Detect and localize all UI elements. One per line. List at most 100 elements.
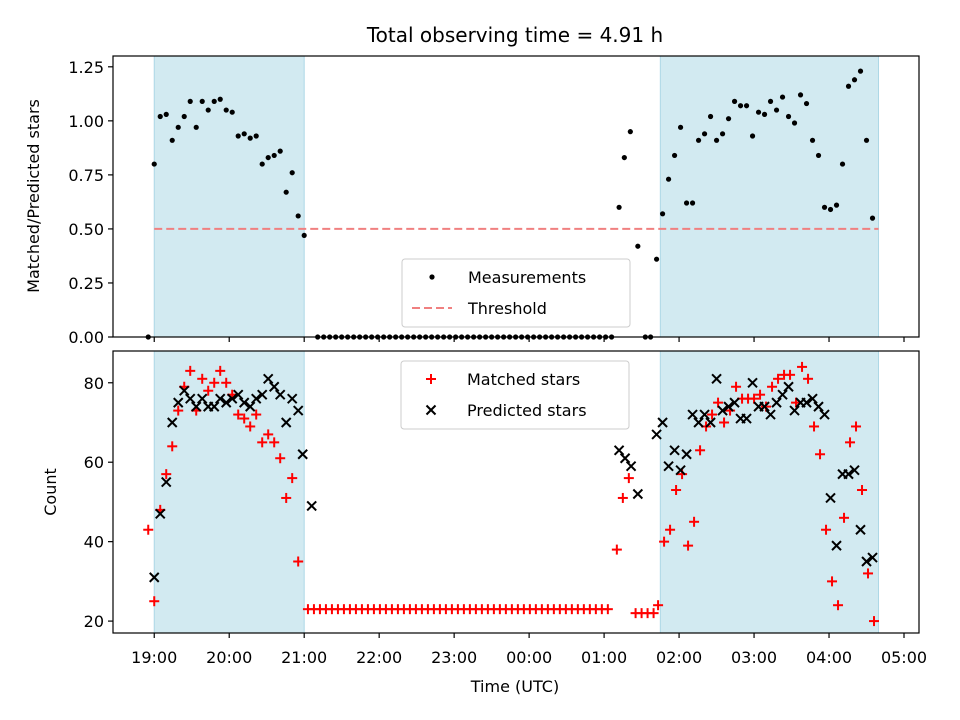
predicted-stars-point-41 xyxy=(711,373,722,385)
predicted-stars-point-64 xyxy=(849,464,860,476)
predicted-stars-point-54 xyxy=(789,405,800,416)
matched-stars-point-93 xyxy=(707,409,718,420)
measurements-point-9 xyxy=(199,98,205,104)
matched-stars-point-118 xyxy=(857,485,868,496)
predicted-stars-point-46 xyxy=(741,413,752,424)
matched-stars-point-18 xyxy=(251,409,262,420)
measurements-point-98 xyxy=(743,103,750,109)
predicted-stars-point-1 xyxy=(155,508,166,520)
matched-stars-point-100 xyxy=(749,393,760,404)
predicted-stars-point-27 xyxy=(613,445,625,456)
predicted-stars-point-16 xyxy=(245,401,256,412)
x-tick-label-5: 00:00 xyxy=(506,648,552,667)
matched-stars-point-13 xyxy=(221,377,232,388)
measurements-point-5 xyxy=(175,124,181,130)
x-tick-label-6: 01:00 xyxy=(581,648,627,667)
y-tick-label-3: 0.75 xyxy=(68,166,104,185)
y-tick-label-0: 0.00 xyxy=(68,328,104,347)
measurements-point-8 xyxy=(193,124,199,130)
x-tick-label-2: 21:00 xyxy=(281,648,327,667)
bottom-panel-legend: Matched stars Predicted stars xyxy=(400,360,630,430)
predicted-stars-point-44 xyxy=(729,397,740,408)
measurements-point-111 xyxy=(821,204,828,210)
shaded-region-1 xyxy=(660,351,879,633)
measurements-point-101 xyxy=(761,111,768,117)
matched-stars-point-85 xyxy=(659,536,670,547)
matched-stars-point-115 xyxy=(839,512,850,523)
measurements-point-106 xyxy=(791,120,798,126)
measurements-point-13 xyxy=(223,107,229,113)
predicted-stars-point-40 xyxy=(705,417,716,428)
measurements-point-90 xyxy=(695,137,702,143)
predicted-stars-point-37 xyxy=(687,409,698,420)
predicted-stars-point-49 xyxy=(759,401,770,412)
legend-label-0: Matched stars xyxy=(467,370,580,389)
measurements-point-17 xyxy=(247,135,253,141)
measurements-point-86 xyxy=(671,152,678,159)
shaded-region-0 xyxy=(154,56,305,337)
matched-stars-point-89 xyxy=(683,540,694,551)
predicted-stars-point-7 xyxy=(191,401,202,412)
measurements-point-15 xyxy=(235,133,241,139)
matched-stars-point-86 xyxy=(665,524,676,535)
matched-stars-point-97 xyxy=(731,381,742,392)
y-tick-label-1: 40 xyxy=(84,533,104,552)
measurements-point-105 xyxy=(785,113,792,120)
matched-stars-point-23 xyxy=(281,492,292,503)
predicted-stars-point-8 xyxy=(197,393,208,404)
measurements-point-114 xyxy=(839,161,846,167)
predicted-stars-point-42 xyxy=(717,405,728,416)
measurements-point-25 xyxy=(295,213,301,219)
measurements-point-19 xyxy=(259,161,265,167)
matched-stars-point-84 xyxy=(653,600,664,611)
matched-stars-point-120 xyxy=(869,616,880,627)
matched-stars-point-78 xyxy=(617,492,628,503)
predicted-stars-point-2 xyxy=(161,476,172,488)
matched-stars-point-3 xyxy=(161,469,172,480)
measurements-point-26 xyxy=(301,232,307,239)
measurements-point-18 xyxy=(253,133,259,139)
matched-stars-point-87 xyxy=(671,485,682,496)
matched-stars-point-76 xyxy=(602,604,613,615)
predicted-stars-point-19 xyxy=(262,373,274,385)
predicted-stars-point-36 xyxy=(681,449,692,460)
measurements-point-79 xyxy=(627,129,633,135)
predicted-stars-point-47 xyxy=(747,377,758,388)
x-tick-label-10: 05:00 xyxy=(881,648,927,667)
matched-stars-point-116 xyxy=(845,437,856,448)
measurements-point-80 xyxy=(635,243,641,249)
measurements-point-85 xyxy=(665,176,672,182)
top-panel-ticks: 0.00 0.25 0.50 0.75 1.00 1.25 xyxy=(68,55,920,347)
matched-stars-point-7 xyxy=(185,365,196,376)
predicted-stars-point-51 xyxy=(771,397,782,408)
measurements-point-99 xyxy=(749,133,756,139)
predicted-stars-point-67 xyxy=(867,552,878,563)
matched-stars-point-9 xyxy=(197,373,208,384)
legend-swatch-1 xyxy=(425,404,437,416)
legend-box xyxy=(400,360,630,430)
matched-stars-point-5 xyxy=(173,405,184,416)
measurements-point-23 xyxy=(283,189,289,195)
measurements-point-14 xyxy=(229,109,235,115)
y-tick-label-2: 0.50 xyxy=(68,220,104,239)
matched-stars-point-4 xyxy=(167,441,178,452)
predicted-stars-point-3 xyxy=(167,417,178,428)
predicted-stars-point-63 xyxy=(843,468,854,480)
measurements-point-11 xyxy=(211,98,217,104)
x-tick-label-3: 22:00 xyxy=(356,648,402,667)
measurements-point-116 xyxy=(851,77,858,83)
measurements-point-91 xyxy=(701,131,708,137)
legend-label-0: Measurements xyxy=(468,268,586,287)
predicted-stars-point-32 xyxy=(657,417,668,428)
predicted-stars-point-23 xyxy=(286,393,298,404)
y-tick-label-2: 60 xyxy=(84,453,104,472)
measurements-point-102 xyxy=(767,98,774,104)
matched-stars-point-79 xyxy=(623,473,634,484)
predicted-stars-point-34 xyxy=(669,445,680,456)
matched-stars-point-16 xyxy=(239,413,250,424)
measurements-point-92 xyxy=(707,113,714,120)
matched-stars-point-10 xyxy=(203,385,214,396)
bottom-panel-ticks: 20 40 60 80 19:00 20:00 21:00 22:00 23:00 00:00 01… xyxy=(84,350,927,667)
matched-stars-point-101 xyxy=(755,389,766,400)
